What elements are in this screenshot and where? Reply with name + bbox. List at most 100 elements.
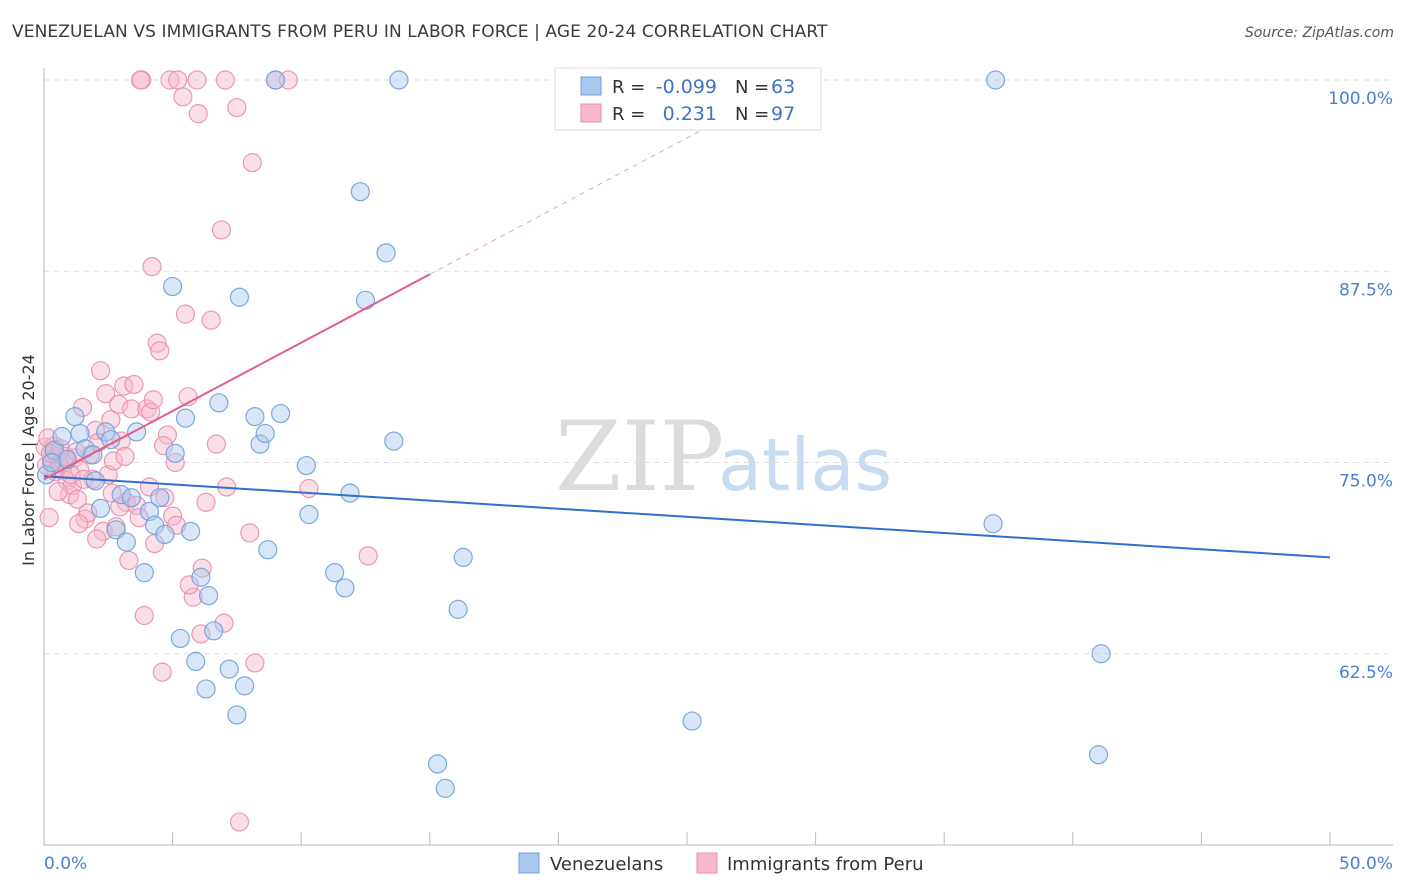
point-peru <box>240 523 260 543</box>
point-venezuelans <box>204 621 224 641</box>
point-venezuelans <box>235 676 255 696</box>
point-peru <box>130 70 151 90</box>
point-peru <box>175 304 196 324</box>
legend-r-value-blue: -0.099 <box>656 76 717 98</box>
point-peru <box>103 451 124 471</box>
legend-swatch-blue <box>580 76 602 96</box>
series-venezuelans-points <box>36 70 1111 798</box>
legend-r-label-pink: R = <box>612 104 645 125</box>
point-peru <box>160 70 180 90</box>
point-peru <box>179 575 199 595</box>
point-venezuelans <box>340 483 360 503</box>
point-venezuelans <box>1091 644 1111 664</box>
point-venezuelans <box>271 403 291 424</box>
source-label: Source: ZipAtlas.com <box>1244 25 1394 41</box>
point-peru <box>168 70 188 90</box>
point-peru <box>121 399 142 419</box>
point-peru <box>90 361 111 381</box>
point-venezuelans <box>448 599 468 619</box>
point-venezuelans <box>83 445 103 465</box>
point-peru <box>69 514 89 534</box>
point-peru <box>114 376 134 396</box>
bottom-legend-label-peru: Immigrants from Peru <box>727 854 924 875</box>
y-axis-label: In Labor Force | Age 20-24 <box>19 354 38 566</box>
point-venezuelans <box>186 651 206 672</box>
point-peru <box>201 310 221 330</box>
point-peru <box>173 87 193 107</box>
point-peru <box>38 428 58 448</box>
trendline-venezuelans <box>43 475 1331 559</box>
point-venezuelans <box>191 567 211 587</box>
point-peru <box>157 425 178 445</box>
watermark-zip: ZIP <box>555 401 724 513</box>
point-peru <box>67 489 88 509</box>
point-peru <box>187 70 207 90</box>
trend-lines <box>43 110 1331 559</box>
point-venezuelans <box>986 70 1006 90</box>
legend-r-value-pink: 0.231 <box>663 103 717 125</box>
legend-n-label-pink: N = <box>735 104 769 125</box>
trendline-peru-extension <box>429 110 739 275</box>
point-venezuelans <box>355 290 376 310</box>
point-peru <box>129 507 149 528</box>
point-venezuelans <box>181 521 201 541</box>
point-venezuelans <box>245 407 265 427</box>
point-venezuelans <box>427 754 448 774</box>
y-tick-label: 100.0% <box>1328 89 1393 109</box>
y-tick-label: 87.5% <box>1339 280 1393 300</box>
point-venezuelans <box>134 563 154 583</box>
point-venezuelans <box>384 431 404 451</box>
point-venezuelans <box>435 778 455 798</box>
point-peru <box>152 662 172 682</box>
point-venezuelans <box>155 524 175 545</box>
point-peru <box>153 436 174 456</box>
x-tick-label-max: 50.0% <box>1339 854 1393 874</box>
point-peru <box>196 492 216 512</box>
point-peru <box>96 384 116 404</box>
point-venezuelans <box>682 711 702 731</box>
point-peru <box>155 488 175 508</box>
point-venezuelans <box>90 498 111 518</box>
legend-n-value-pink: 97 <box>771 103 795 125</box>
point-venezuelans <box>250 434 270 454</box>
point-peru <box>229 812 250 832</box>
point-peru <box>211 220 232 240</box>
point-venezuelans <box>376 243 396 263</box>
legend-n-label-blue: N = <box>735 77 769 98</box>
point-venezuelans <box>116 532 136 552</box>
legend-swatch-pink <box>580 103 602 123</box>
point-peru <box>147 333 167 353</box>
y-tick-labels: 100.0% 87.5% 75.0% 62.5% <box>1328 89 1393 683</box>
y-tick-label: 62.5% <box>1339 663 1393 683</box>
point-peru <box>206 434 226 454</box>
point-peru <box>245 653 265 673</box>
point-peru <box>150 341 170 361</box>
point-venezuelans <box>983 514 1003 534</box>
point-peru <box>134 605 154 626</box>
point-venezuelans <box>150 488 170 508</box>
point-peru <box>227 97 247 118</box>
point-venezuelans <box>121 488 142 508</box>
bottom-legend-swatch-pink <box>696 852 718 874</box>
point-venezuelans <box>350 182 370 202</box>
point-venezuelans <box>199 586 219 606</box>
point-venezuelans <box>57 449 77 470</box>
point-peru <box>48 481 68 502</box>
point-venezuelans <box>1088 745 1109 765</box>
point-peru <box>141 402 161 422</box>
point-venezuelans <box>65 407 85 427</box>
point-venezuelans <box>165 443 185 463</box>
bottom-legend-swatch-blue <box>518 852 540 874</box>
point-peru <box>124 374 144 395</box>
point-peru <box>115 446 135 466</box>
point-venezuelans <box>258 540 278 560</box>
legend-n-value-blue: 63 <box>771 76 795 98</box>
point-peru <box>183 587 203 607</box>
point-venezuelans <box>36 465 57 485</box>
point-peru <box>215 70 235 90</box>
point-venezuelans <box>52 426 72 447</box>
trendline-peru <box>43 273 431 481</box>
point-venezuelans <box>163 276 183 297</box>
point-venezuelans <box>106 520 126 540</box>
point-peru <box>108 394 129 414</box>
